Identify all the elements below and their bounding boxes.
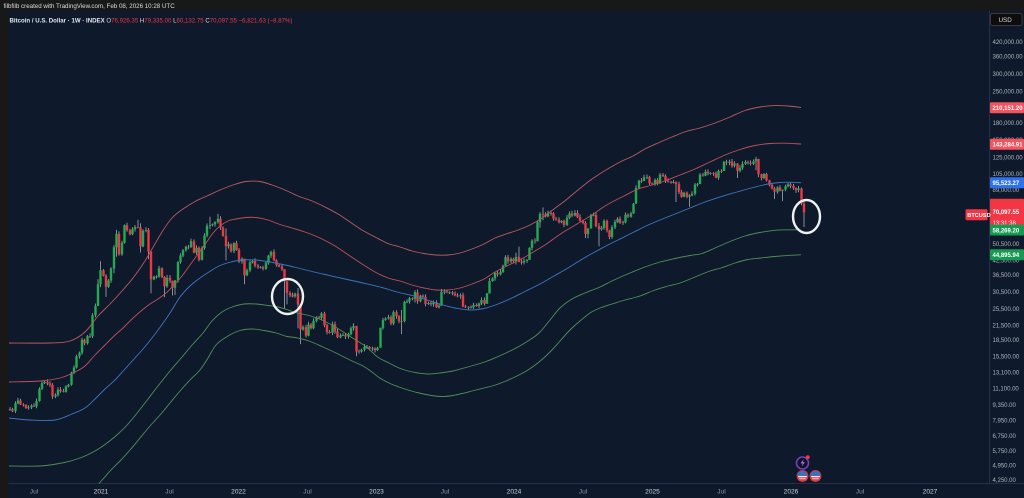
svg-text:180,000.00: 180,000.00 [993, 121, 1024, 127]
svg-text:210,151.20: 210,151.20 [993, 106, 1024, 112]
svg-text:2022: 2022 [231, 489, 246, 496]
svg-text:18,500.00: 18,500.00 [993, 338, 1020, 344]
svg-text:Jul: Jul [30, 489, 39, 496]
svg-text:105,000.00: 105,000.00 [993, 172, 1024, 178]
svg-text:420,000.00: 420,000.00 [993, 40, 1024, 46]
svg-text:Jul: Jul [856, 489, 865, 496]
svg-text:5,750.00: 5,750.00 [993, 449, 1017, 455]
svg-text:70,097.55: 70,097.55 [993, 210, 1020, 216]
svg-text:50,500.00: 50,500.00 [993, 242, 1020, 248]
svg-text:2021: 2021 [94, 489, 109, 496]
svg-text:9,350.00: 9,350.00 [993, 403, 1017, 409]
svg-text:Bitcoin / U.S. Dollar · 1W · I: Bitcoin / U.S. Dollar · 1W · INDEX O76,9… [10, 18, 293, 25]
svg-text:Jul: Jul [579, 489, 588, 496]
svg-text:13,100.00: 13,100.00 [993, 371, 1020, 377]
svg-text:2025: 2025 [645, 489, 660, 496]
svg-text:7,950.00: 7,950.00 [993, 418, 1017, 424]
svg-text:13:31:38: 13:31:38 [993, 221, 1017, 227]
svg-text:6,750.00: 6,750.00 [993, 434, 1017, 440]
svg-text:25,500.00: 25,500.00 [993, 307, 1020, 313]
svg-text:21,500.00: 21,500.00 [993, 324, 1020, 330]
svg-text:15,500.00: 15,500.00 [993, 355, 1020, 361]
svg-text:USD: USD [999, 17, 1013, 24]
svg-text:300,000.00: 300,000.00 [993, 72, 1024, 78]
svg-text:125,000.00: 125,000.00 [993, 156, 1024, 162]
svg-text:11,100.00: 11,100.00 [993, 387, 1020, 393]
svg-text:44,895.94: 44,895.94 [993, 253, 1020, 259]
svg-text:250,000.00: 250,000.00 [993, 90, 1024, 96]
svg-text:2027: 2027 [923, 489, 938, 496]
svg-text:4,250.00: 4,250.00 [993, 478, 1017, 484]
svg-text:filbfilb created with TradingV: filbfilb created with TradingView.com, F… [4, 3, 176, 10]
svg-text:Jul: Jul [717, 489, 726, 496]
svg-text:Jul: Jul [303, 489, 312, 496]
svg-text:2024: 2024 [507, 489, 522, 496]
svg-text:95,523.27: 95,523.27 [993, 181, 1020, 187]
svg-text:30,500.00: 30,500.00 [993, 290, 1020, 296]
svg-text:58,269.20: 58,269.20 [993, 228, 1020, 234]
svg-text:BTCUSD: BTCUSD [967, 213, 990, 219]
svg-text:360,000.00: 360,000.00 [993, 55, 1024, 61]
svg-text:42,500.00: 42,500.00 [993, 259, 1020, 265]
svg-text:Jul: Jul [165, 489, 174, 496]
svg-text:89,000.00: 89,000.00 [993, 188, 1020, 194]
svg-text:2026: 2026 [784, 489, 799, 496]
svg-text:2023: 2023 [369, 489, 384, 496]
svg-text:4,950.00: 4,950.00 [993, 464, 1017, 470]
svg-text:Jul: Jul [441, 489, 450, 496]
svg-text:36,500.00: 36,500.00 [993, 273, 1020, 279]
svg-text:143,284.91: 143,284.91 [993, 143, 1024, 149]
